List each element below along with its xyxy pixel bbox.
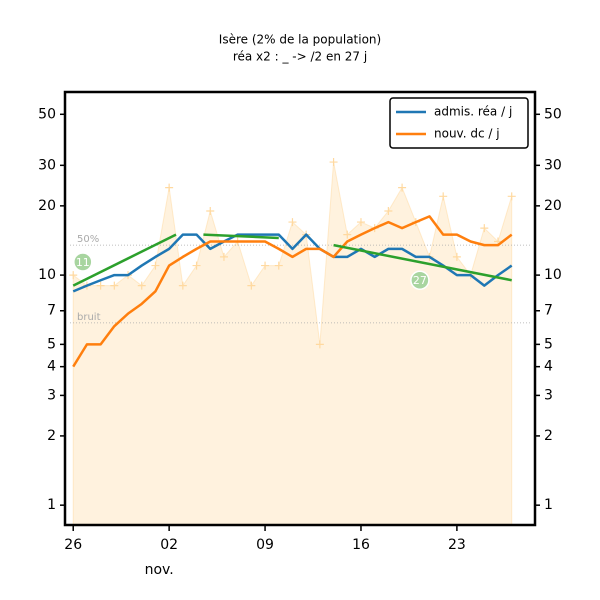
daily-cross [384, 206, 393, 215]
reference-label: 50% [77, 234, 99, 245]
chart-subtitle: réa x2 : _ -> /2 en 27 j [233, 50, 367, 64]
y2-tick-label: 30 [544, 157, 562, 173]
trend-line [333, 243, 512, 282]
y-tick-label: 2 [47, 428, 56, 444]
daily-cross [343, 230, 352, 239]
daily-cross [398, 183, 407, 192]
daily-cross [110, 281, 119, 290]
y-tick-label: 4 [47, 359, 56, 375]
daily-cross [96, 281, 105, 290]
x-tick-label: 16 [352, 537, 370, 553]
y2-tick-label: 2 [544, 428, 553, 444]
annotation-circle [410, 270, 430, 290]
daily-cross [192, 261, 201, 270]
x-month-label: nov. [145, 562, 174, 578]
y-tick-label: 5 [47, 336, 56, 352]
daily-cross [69, 271, 78, 280]
daily-area [72, 161, 513, 526]
plot-frame [63, 90, 537, 527]
trend-line [72, 233, 177, 287]
series-line [72, 215, 513, 368]
x-tick-label: 26 [64, 537, 82, 553]
y-tick-label: 7 [47, 303, 56, 319]
y2-tick-label: 3 [544, 387, 553, 403]
daily-cross [507, 192, 516, 201]
daily-cross [219, 252, 228, 261]
reference-label: bruit [77, 312, 101, 323]
legend-box [389, 97, 529, 149]
y2-tick-label: 50 [544, 106, 562, 122]
y2-tick-label: 5 [544, 336, 553, 352]
daily-cross [151, 261, 160, 270]
y-tick-label: 20 [38, 198, 56, 214]
trend-line [203, 233, 279, 240]
x-tick-label: 09 [256, 537, 274, 553]
y-tick-label: 1 [47, 497, 56, 513]
daily-cross [315, 340, 324, 349]
y2-tick-label: 1 [544, 497, 553, 513]
y2-tick-label: 20 [544, 198, 562, 214]
y2-tick-label: 10 [544, 267, 562, 283]
y-tick-label: 50 [38, 106, 56, 122]
daily-cross [261, 261, 270, 270]
daily-cross [137, 281, 146, 290]
legend-label: admis. réa / j [434, 105, 512, 119]
series-line [72, 233, 513, 293]
daily-cross [356, 218, 365, 227]
annotation-circle [73, 252, 93, 272]
legend-label: nouv. dc / j [434, 127, 500, 141]
daily-cross [178, 281, 187, 290]
daily-cross [439, 192, 448, 201]
annotation-label: 11 [76, 256, 90, 269]
daily-cross [206, 206, 215, 215]
y-tick-label: 10 [38, 267, 56, 283]
annotation-label: 27 [413, 274, 427, 287]
y-tick-label: 3 [47, 387, 56, 403]
daily-cross [480, 224, 489, 233]
y2-tick-label: 7 [544, 303, 553, 319]
daily-cross [247, 281, 256, 290]
y2-tick-label: 4 [544, 359, 553, 375]
x-tick-label: 02 [160, 537, 178, 553]
y-tick-label: 30 [38, 157, 56, 173]
daily-cross [452, 252, 461, 261]
daily-cross [274, 261, 283, 270]
daily-cross [165, 183, 174, 192]
daily-cross [329, 158, 338, 167]
daily-cross [288, 218, 297, 227]
x-tick-label: 23 [448, 537, 466, 553]
chart-title: Isère (2% de la population) [219, 33, 381, 47]
